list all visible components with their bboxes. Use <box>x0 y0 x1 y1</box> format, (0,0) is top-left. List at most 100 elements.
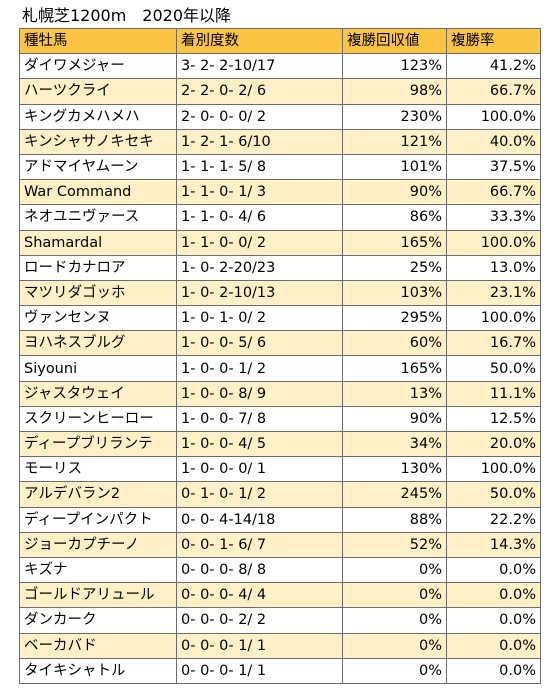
sire-cell: モーリス <box>19 456 177 483</box>
place-rate-cell: 12.5% <box>446 405 541 433</box>
table-row: スクリーンヒーロー 1- 0- 0- 7/ 8 90% 12.5% <box>19 405 541 433</box>
return-value-cell: 52% <box>342 531 447 558</box>
sire-cell: ディープブリランテ <box>19 430 177 458</box>
record-cell: 3- 2- 2-10/17 <box>176 53 343 80</box>
record-cell: 1- 0- 0- 8/ 9 <box>176 380 343 407</box>
record-cell: 2- 0- 0- 0/ 2 <box>176 103 343 130</box>
table-row: キングカメハメハ 2- 0- 0- 0/ 2 230% 100.0% <box>19 103 541 130</box>
table-row: ダイワメジャー 3- 2- 2-10/17 123% 41.2% <box>19 53 541 80</box>
sire-cell: アルデバラン2 <box>19 481 177 508</box>
return-value-cell: 103% <box>342 279 447 307</box>
return-value-cell: 86% <box>342 204 447 231</box>
record-cell: 0- 1- 0- 1/ 2 <box>176 481 343 508</box>
sire-cell: ダイワメジャー <box>19 53 177 80</box>
return-value-cell: 0% <box>342 556 447 584</box>
column-header-record: 着別度数 <box>176 27 343 55</box>
sire-cell: ジョーカプチーノ <box>19 531 177 558</box>
place-rate-cell: 14.3% <box>446 531 541 558</box>
table-row: ダンカーク 0- 0- 0- 2/ 2 0% 0.0% <box>19 607 541 634</box>
sire-cell: マツリダゴッホ <box>19 279 177 307</box>
sire-cell: タイキシャトル <box>19 657 177 684</box>
table-row: モーリス 1- 0- 0- 0/ 1 130% 100.0% <box>19 456 541 483</box>
table-row: タイキシャトル 0- 0- 0- 1/ 1 0% 0.0% <box>19 657 541 684</box>
sire-cell: アドマイヤムーン <box>19 153 177 181</box>
table-row: キズナ 0- 0- 0- 8/ 8 0% 0.0% <box>19 556 541 584</box>
return-value-cell: 230% <box>342 103 447 130</box>
place-rate-cell: 33.3% <box>446 204 541 231</box>
sire-cell: ヨハネスブルグ <box>19 330 177 357</box>
return-value-cell: 88% <box>342 506 447 533</box>
table-title: 札幌芝1200m 2020年以降 <box>22 6 232 25</box>
sire-cell: Siyouni <box>19 355 177 382</box>
table-row: アルデバラン2 0- 1- 0- 1/ 2 245% 50.0% <box>19 481 541 508</box>
table-row: アドマイヤムーン 1- 1- 1- 5/ 8 101% 37.5% <box>19 153 541 181</box>
record-cell: 1- 1- 0- 4/ 6 <box>176 204 343 231</box>
sire-cell: キングカメハメハ <box>19 103 177 130</box>
place-rate-cell: 100.0% <box>446 456 541 483</box>
record-cell: 0- 0- 1- 6/ 7 <box>176 531 343 558</box>
return-value-cell: 25% <box>342 254 447 281</box>
table-row: キンシャサノキセキ 1- 2- 1- 6/10 121% 40.0% <box>19 128 541 155</box>
record-cell: 2- 2- 0- 2/ 6 <box>176 78 343 105</box>
column-header-sire: 種牡馬 <box>19 27 177 55</box>
place-rate-cell: 11.1% <box>446 380 541 407</box>
table-row: マツリダゴッホ 1- 0- 2-10/13 103% 23.1% <box>19 279 541 307</box>
table-body: ダイワメジャー 3- 2- 2-10/17 123% 41.2% ハーツクライ 2- 2-… <box>19 53 541 684</box>
sire-cell: キズナ <box>19 556 177 584</box>
record-cell: 1- 0- 1- 0/ 2 <box>176 305 343 332</box>
return-value-cell: 245% <box>342 481 447 508</box>
place-rate-cell: 0.0% <box>446 607 541 634</box>
sire-cell: ハーツクライ <box>19 78 177 105</box>
place-rate-cell: 0.0% <box>446 657 541 684</box>
return-value-cell: 123% <box>342 53 447 80</box>
sire-cell: ベーカバド <box>19 632 177 659</box>
sire-stats-table: 種牡馬 着別度数 複勝回収値 複勝率 ダイワメジャー 3- 2- 2-10/17 1… <box>19 27 541 684</box>
table-row: ベーカバド 0- 0- 0- 1/ 1 0% 0.0% <box>19 632 541 659</box>
record-cell: 1- 0- 2-20/23 <box>176 254 343 281</box>
place-rate-cell: 100.0% <box>446 103 541 130</box>
record-cell: 0- 0- 0- 8/ 8 <box>176 556 343 584</box>
place-rate-cell: 37.5% <box>446 153 541 181</box>
place-rate-cell: 66.7% <box>446 179 541 206</box>
place-rate-cell: 66.7% <box>446 78 541 105</box>
return-value-cell: 0% <box>342 632 447 659</box>
return-value-cell: 165% <box>342 229 447 256</box>
table-row: ディープブリランテ 1- 0- 0- 4/ 5 34% 20.0% <box>19 430 541 458</box>
sire-cell: ダンカーク <box>19 607 177 634</box>
record-cell: 0- 0- 0- 1/ 1 <box>176 632 343 659</box>
return-value-cell: 0% <box>342 582 447 609</box>
sire-cell: ゴールドアリュール <box>19 582 177 609</box>
header-row: 種牡馬 着別度数 複勝回収値 複勝率 <box>19 27 541 55</box>
return-value-cell: 60% <box>342 330 447 357</box>
return-value-cell: 90% <box>342 179 447 206</box>
record-cell: 0- 0- 0- 2/ 2 <box>176 607 343 634</box>
record-cell: 1- 1- 0- 0/ 2 <box>176 229 343 256</box>
place-rate-cell: 22.2% <box>446 506 541 533</box>
record-cell: 0- 0- 0- 1/ 1 <box>176 657 343 684</box>
place-rate-cell: 23.1% <box>446 279 541 307</box>
return-value-cell: 295% <box>342 305 447 332</box>
table-row: War Command 1- 1- 0- 1/ 3 90% 66.7% <box>19 179 541 206</box>
place-rate-cell: 0.0% <box>446 556 541 584</box>
place-rate-cell: 41.2% <box>446 53 541 80</box>
table-row: ジャスタウェイ 1- 0- 0- 8/ 9 13% 11.1% <box>19 380 541 407</box>
record-cell: 1- 0- 0- 7/ 8 <box>176 405 343 433</box>
record-cell: 1- 0- 0- 5/ 6 <box>176 330 343 357</box>
table-row: ロードカナロア 1- 0- 2-20/23 25% 13.0% <box>19 254 541 281</box>
table-row: ネオユニヴァース 1- 1- 0- 4/ 6 86% 33.3% <box>19 204 541 231</box>
place-rate-cell: 0.0% <box>446 582 541 609</box>
return-value-cell: 121% <box>342 128 447 155</box>
sire-cell: スクリーンヒーロー <box>19 405 177 433</box>
record-cell: 1- 1- 1- 5/ 8 <box>176 153 343 181</box>
place-rate-cell: 40.0% <box>446 128 541 155</box>
record-cell: 1- 0- 0- 4/ 5 <box>176 430 343 458</box>
table-row: ジョーカプチーノ 0- 0- 1- 6/ 7 52% 14.3% <box>19 531 541 558</box>
place-rate-cell: 100.0% <box>446 229 541 256</box>
sire-cell: ロードカナロア <box>19 254 177 281</box>
record-cell: 1- 0- 0- 1/ 2 <box>176 355 343 382</box>
table-row: Siyouni 1- 0- 0- 1/ 2 165% 50.0% <box>19 355 541 382</box>
return-value-cell: 165% <box>342 355 447 382</box>
place-rate-cell: 50.0% <box>446 481 541 508</box>
sire-cell: Shamardal <box>19 229 177 256</box>
table-row: ディープインパクト 0- 0- 4-14/18 88% 22.2% <box>19 506 541 533</box>
